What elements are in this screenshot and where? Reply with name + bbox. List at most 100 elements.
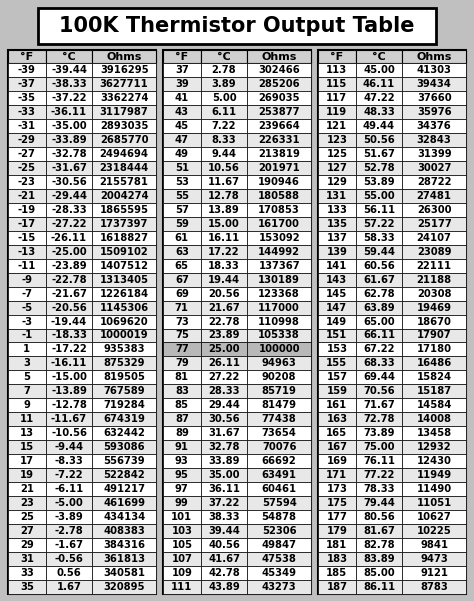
Text: 1.67: 1.67: [56, 582, 82, 592]
Text: 63.89: 63.89: [363, 302, 395, 313]
Text: 85719: 85719: [262, 386, 297, 397]
Text: 1737397: 1737397: [100, 219, 148, 229]
Text: 144992: 144992: [258, 246, 300, 257]
Bar: [46, 217, 92, 231]
Text: 81: 81: [175, 373, 189, 382]
Bar: [201, 426, 247, 441]
Bar: [46, 370, 92, 385]
Bar: [402, 566, 466, 580]
Bar: [8, 189, 46, 203]
Text: 49: 49: [175, 149, 189, 159]
Bar: [92, 538, 156, 552]
Bar: [356, 356, 402, 370]
Bar: [46, 314, 92, 329]
Bar: [8, 329, 46, 343]
Bar: [46, 287, 92, 300]
Bar: [46, 496, 92, 510]
Bar: [201, 482, 247, 496]
Bar: [402, 580, 466, 594]
Text: 22.78: 22.78: [208, 317, 240, 326]
Text: 85: 85: [175, 400, 189, 410]
Text: °F: °F: [330, 52, 344, 61]
Text: 22111: 22111: [417, 261, 452, 270]
Bar: [8, 63, 46, 77]
Bar: [402, 77, 466, 91]
Bar: [8, 552, 46, 566]
Text: 767589: 767589: [103, 386, 145, 397]
Text: 39.44: 39.44: [208, 526, 240, 536]
Bar: [8, 175, 46, 189]
Text: 34376: 34376: [417, 121, 452, 131]
Text: 171: 171: [326, 470, 347, 480]
Text: -21.67: -21.67: [51, 288, 87, 299]
Text: -37: -37: [18, 79, 36, 89]
Text: 20308: 20308: [417, 288, 451, 299]
Text: 75.00: 75.00: [363, 442, 395, 453]
Bar: [163, 189, 201, 203]
Bar: [356, 552, 402, 566]
Bar: [8, 133, 46, 147]
Text: -11.67: -11.67: [51, 414, 87, 424]
Bar: [247, 412, 311, 426]
Bar: [201, 161, 247, 175]
Text: 175: 175: [327, 498, 347, 508]
Text: 145: 145: [326, 288, 347, 299]
Text: 27481: 27481: [417, 191, 452, 201]
Bar: [402, 441, 466, 454]
Text: 875329: 875329: [103, 358, 145, 368]
Bar: [8, 287, 46, 300]
Bar: [46, 175, 92, 189]
Text: 43.89: 43.89: [208, 582, 240, 592]
Bar: [356, 50, 402, 63]
Bar: [163, 356, 201, 370]
Bar: [201, 356, 247, 370]
Bar: [92, 356, 156, 370]
Text: 39434: 39434: [417, 79, 452, 89]
Bar: [318, 426, 356, 441]
Bar: [46, 300, 92, 314]
Bar: [163, 273, 201, 287]
Text: 169: 169: [327, 456, 347, 466]
Bar: [356, 133, 402, 147]
Text: °C: °C: [372, 52, 386, 61]
Text: -29: -29: [18, 135, 36, 145]
Text: 79: 79: [175, 358, 189, 368]
Bar: [8, 273, 46, 287]
Text: 719284: 719284: [103, 400, 145, 410]
Text: 67: 67: [175, 275, 189, 285]
Bar: [201, 580, 247, 594]
Text: 51: 51: [175, 163, 189, 173]
Text: 340581: 340581: [103, 568, 145, 578]
Bar: [8, 538, 46, 552]
Bar: [163, 566, 201, 580]
Text: 361813: 361813: [103, 554, 145, 564]
Text: 79.44: 79.44: [363, 498, 395, 508]
Bar: [46, 356, 92, 370]
Text: 35: 35: [20, 582, 34, 592]
Bar: [201, 245, 247, 258]
Text: 100K Thermistor Output Table: 100K Thermistor Output Table: [59, 16, 415, 36]
Text: 21: 21: [20, 484, 34, 494]
Text: 8.33: 8.33: [212, 135, 237, 145]
Bar: [318, 398, 356, 412]
Text: 42.78: 42.78: [208, 568, 240, 578]
Text: 32.78: 32.78: [208, 442, 240, 453]
Bar: [201, 552, 247, 566]
Text: 115: 115: [326, 79, 347, 89]
Text: 43: 43: [175, 107, 189, 117]
Bar: [46, 161, 92, 175]
Bar: [356, 398, 402, 412]
Text: 181: 181: [326, 540, 347, 550]
Bar: [247, 496, 311, 510]
Text: 556739: 556739: [103, 456, 145, 466]
Bar: [201, 189, 247, 203]
Text: 6.11: 6.11: [211, 107, 237, 117]
Bar: [318, 580, 356, 594]
Text: 29.44: 29.44: [208, 400, 240, 410]
Bar: [402, 231, 466, 245]
Bar: [8, 343, 46, 356]
Bar: [247, 482, 311, 496]
Text: 46.11: 46.11: [363, 79, 395, 89]
Text: 105: 105: [172, 540, 192, 550]
Bar: [92, 496, 156, 510]
